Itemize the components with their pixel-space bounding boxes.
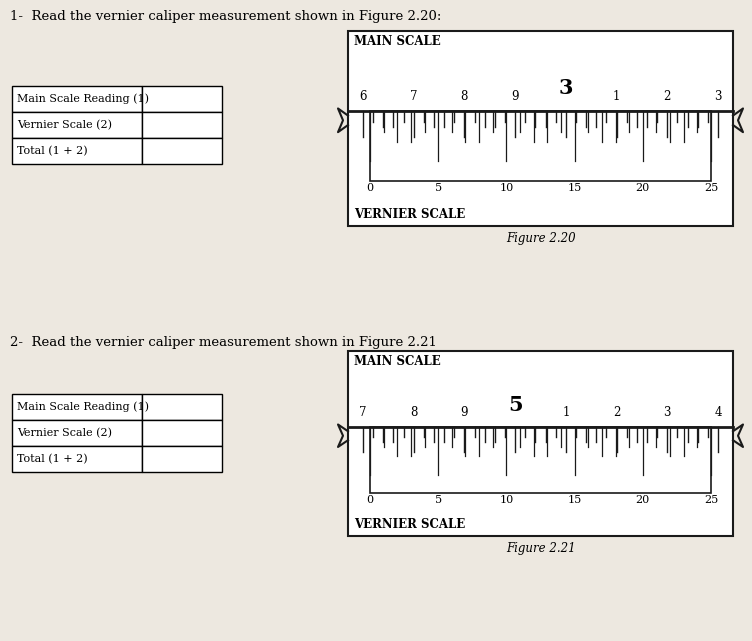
- Text: VERNIER SCALE: VERNIER SCALE: [354, 208, 465, 221]
- Text: 3: 3: [663, 406, 671, 419]
- Text: 1: 1: [613, 90, 620, 103]
- Text: 0: 0: [366, 495, 374, 506]
- Bar: [142, 138, 222, 164]
- Text: Vernier Scale (2): Vernier Scale (2): [17, 120, 112, 130]
- Text: 2: 2: [663, 90, 671, 103]
- Text: 7: 7: [410, 90, 417, 103]
- Text: 5: 5: [435, 183, 441, 193]
- Text: 15: 15: [568, 495, 582, 506]
- Text: 20: 20: [635, 495, 650, 506]
- Text: 7: 7: [359, 406, 367, 419]
- Text: 3: 3: [559, 78, 573, 98]
- Bar: [12, 394, 142, 420]
- Text: VERNIER SCALE: VERNIER SCALE: [354, 518, 465, 531]
- Bar: [348, 351, 733, 536]
- Text: MAIN SCALE: MAIN SCALE: [354, 355, 441, 368]
- Bar: [142, 86, 222, 112]
- Text: 10: 10: [499, 495, 514, 506]
- Text: 2: 2: [613, 406, 620, 419]
- Text: 9: 9: [461, 406, 468, 419]
- Text: 3: 3: [714, 90, 722, 103]
- Text: Total (1 + 2): Total (1 + 2): [17, 454, 88, 464]
- Text: 8: 8: [461, 90, 468, 103]
- Text: 15: 15: [568, 183, 582, 193]
- Text: 25: 25: [704, 495, 718, 506]
- Text: 5: 5: [435, 495, 441, 506]
- Text: 20: 20: [635, 183, 650, 193]
- Text: Total (1 + 2): Total (1 + 2): [17, 146, 88, 156]
- Text: 0: 0: [366, 183, 374, 193]
- Text: Main Scale Reading (1): Main Scale Reading (1): [17, 94, 149, 104]
- Text: 5: 5: [508, 395, 523, 415]
- Text: MAIN SCALE: MAIN SCALE: [354, 35, 441, 48]
- Bar: [12, 446, 142, 472]
- Bar: [370, 427, 711, 494]
- Bar: [12, 420, 142, 446]
- Text: 1: 1: [562, 406, 569, 419]
- Text: Vernier Scale (2): Vernier Scale (2): [17, 428, 112, 438]
- Text: 2-  Read the vernier caliper measurement shown in Figure 2.21: 2- Read the vernier caliper measurement …: [10, 336, 437, 349]
- Bar: [370, 111, 711, 181]
- Text: 9: 9: [511, 90, 519, 103]
- Bar: [142, 446, 222, 472]
- Bar: [348, 31, 733, 226]
- Text: 4: 4: [714, 406, 722, 419]
- Bar: [12, 112, 142, 138]
- Text: Figure 2.20: Figure 2.20: [505, 232, 575, 245]
- Text: 25: 25: [704, 183, 718, 193]
- Text: 1-  Read the vernier caliper measurement shown in Figure 2.20:: 1- Read the vernier caliper measurement …: [10, 10, 441, 23]
- Bar: [142, 112, 222, 138]
- Bar: [142, 420, 222, 446]
- Bar: [12, 138, 142, 164]
- Bar: [12, 86, 142, 112]
- Text: 8: 8: [410, 406, 417, 419]
- Text: Main Scale Reading (1): Main Scale Reading (1): [17, 402, 149, 412]
- Text: Figure 2.21: Figure 2.21: [505, 542, 575, 555]
- Text: 6: 6: [359, 90, 367, 103]
- Text: 10: 10: [499, 183, 514, 193]
- Bar: [142, 394, 222, 420]
